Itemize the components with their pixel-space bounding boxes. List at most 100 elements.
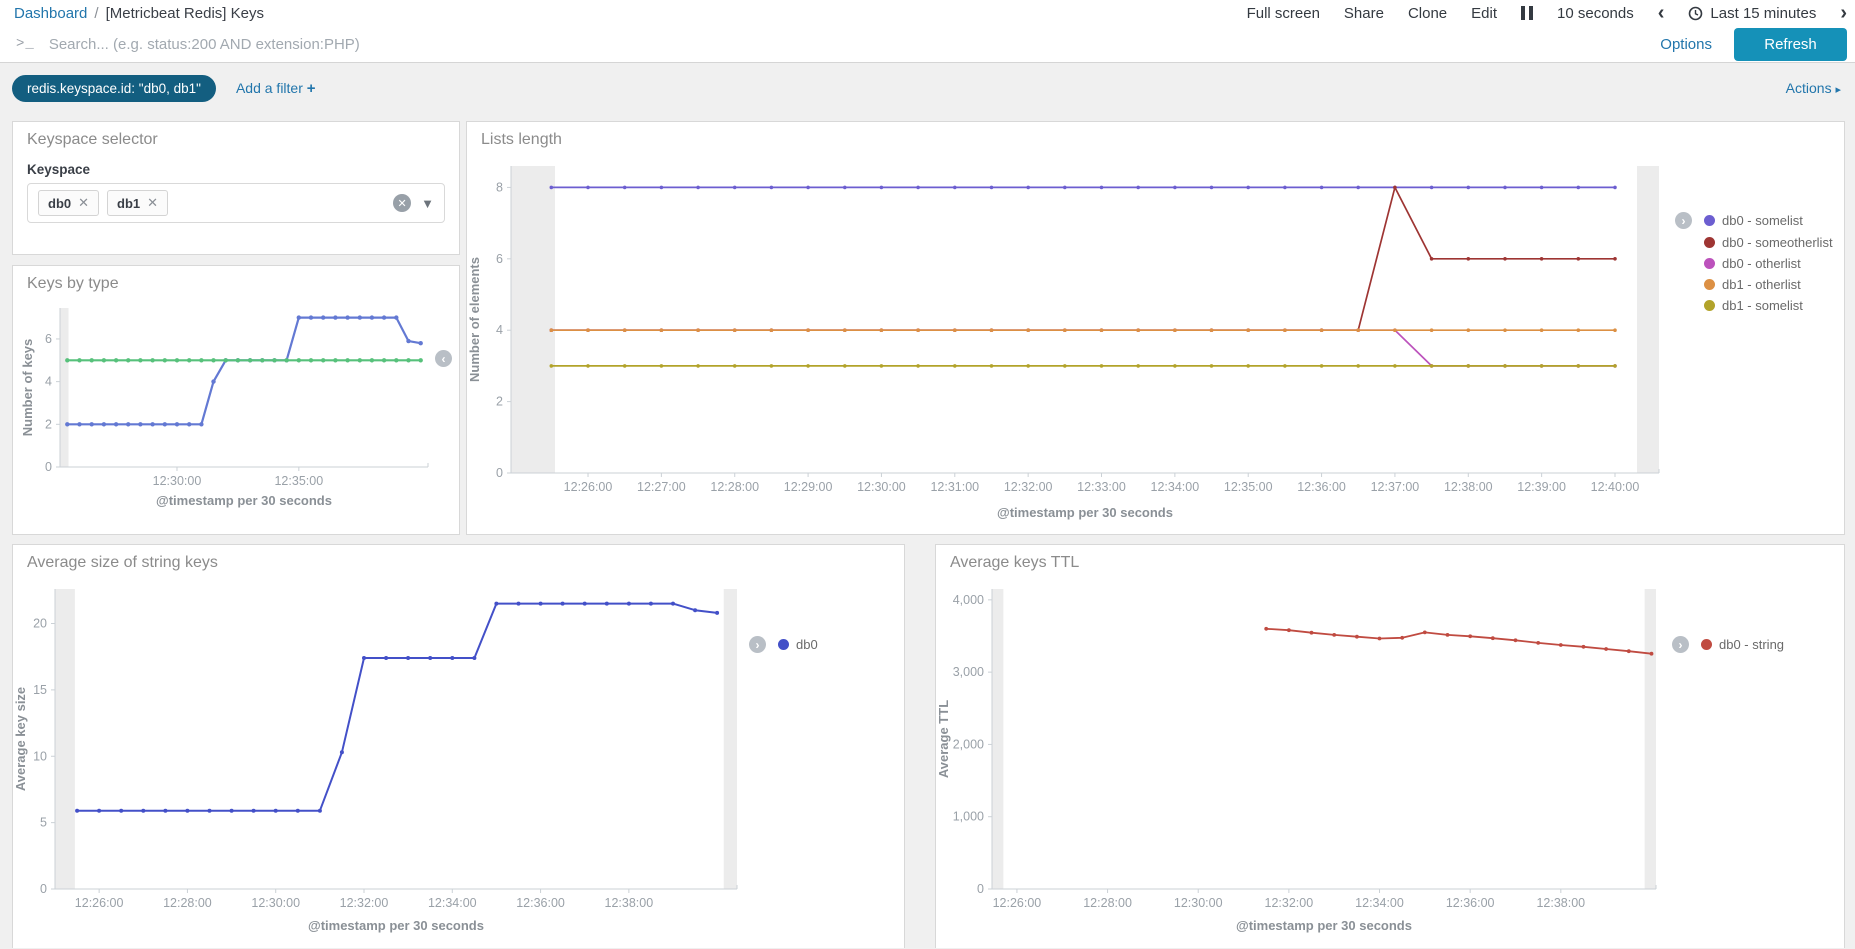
search-input[interactable] [48, 35, 1639, 53]
svg-text:12:32:00: 12:32:00 [340, 896, 389, 910]
svg-text:10: 10 [33, 749, 47, 763]
keyspace-tag-db1[interactable]: db1 ✕ [107, 190, 169, 216]
keys-by-type-chart: 12:30:00 12:35:00 @timestamp per 30 second… [20, 308, 429, 508]
svg-text:12:34:00: 12:34:00 [428, 896, 477, 910]
share-button[interactable]: Share [1343, 4, 1384, 22]
legend-item[interactable]: db1 - otherlist [1675, 277, 1843, 292]
keyspace-multiselect[interactable]: db0 ✕ db1 ✕ ✕ ▼ [27, 183, 445, 223]
svg-text:12:27:00: 12:27:00 [637, 480, 686, 494]
panel-title: Keyspace selector [27, 131, 158, 148]
svg-text:12:32:00: 12:32:00 [1265, 896, 1314, 910]
legend-item[interactable]: › db0 - string [1672, 636, 1842, 653]
svg-text:4: 4 [496, 323, 503, 337]
svg-text:4: 4 [45, 375, 52, 389]
svg-text:0: 0 [496, 466, 503, 480]
svg-text:12:36:00: 12:36:00 [1297, 480, 1346, 494]
legend-label: db0 - somelist [1722, 213, 1803, 228]
refresh-interval-button[interactable]: 10 seconds [1557, 4, 1634, 22]
legend-swatch [1704, 300, 1715, 311]
svg-text:20: 20 [33, 617, 47, 631]
time-back-icon[interactable]: ‹ [1657, 2, 1665, 24]
refresh-button[interactable]: Refresh [1734, 27, 1847, 61]
add-filter-button[interactable]: Add a filter + [235, 79, 316, 97]
average-key-size-chart: 12:26:00 12:28:00 12:30:00 12:32:00 12:34:00… [13, 589, 738, 933]
dashboard-menu: Full screen Share Clone Edit 10 seconds … [1247, 3, 1847, 23]
svg-text:12:36:00: 12:36:00 [1446, 896, 1495, 910]
breadcrumb-dashboard-link[interactable]: Dashboard [14, 4, 88, 22]
legend-collapse-icon[interactable]: › [1672, 636, 1689, 653]
full-screen-button[interactable]: Full screen [1246, 4, 1320, 22]
time-forward-icon[interactable]: › [1840, 2, 1847, 24]
svg-text:12:35:00: 12:35:00 [1224, 480, 1273, 494]
breadcrumb: Dashboard / [Metricbeat Redis] Keys [14, 5, 264, 22]
svg-text:8: 8 [496, 180, 503, 194]
legend-label: db0 - string [1719, 637, 1785, 652]
legend-swatch [1704, 237, 1715, 248]
pause-icon[interactable] [1521, 6, 1534, 20]
svg-text:Average TTL: Average TTL [936, 700, 951, 778]
svg-text:12:38:00: 12:38:00 [1536, 896, 1585, 910]
svg-text:12:29:00: 12:29:00 [784, 480, 833, 494]
legend-swatch [1704, 215, 1715, 226]
svg-text:5: 5 [40, 816, 47, 830]
caret-right-icon: ▸ [1835, 84, 1841, 96]
panel-keyspace-selector: Keyspace selector Keyspace db0 ✕ db1 ✕ ✕… [12, 121, 460, 255]
legend-toggle-area: ‹ [435, 350, 457, 367]
panel-average-keys-ttl: Average keys TTL 12:26:00 12:28:00 12:30:0… [935, 544, 1845, 948]
svg-text:15: 15 [33, 683, 47, 697]
panel-title: Lists length [481, 131, 562, 148]
svg-text:1,000: 1,000 [953, 810, 984, 824]
svg-text:2: 2 [45, 417, 52, 431]
svg-text:Number of keys: Number of keys [20, 339, 35, 437]
dashboard-grid: Keyspace selector Keyspace db0 ✕ db1 ✕ ✕… [0, 113, 1855, 948]
lists-length-chart: 12:26:00 12:27:00 12:28:00 12:29:00 12:30:00… [467, 166, 1660, 520]
svg-text:12:31:00: 12:31:00 [930, 480, 979, 494]
legend-item[interactable]: db0 - someotherlist [1675, 235, 1843, 250]
svg-text:@timestamp per 30 seconds: @timestamp per 30 seconds [156, 493, 332, 508]
time-range-label: Last 15 minutes [1710, 4, 1817, 22]
svg-text:12:32:00: 12:32:00 [1004, 480, 1053, 494]
svg-text:0: 0 [45, 460, 52, 474]
svg-text:2: 2 [496, 395, 503, 409]
svg-text:12:30:00: 12:30:00 [153, 474, 202, 488]
svg-text:12:35:00: 12:35:00 [274, 474, 323, 488]
legend-collapse-icon[interactable]: › [749, 636, 766, 653]
clear-all-icon[interactable]: ✕ [393, 194, 412, 212]
chart-legend: › db0 [749, 636, 901, 659]
breadcrumb-separator: / [94, 4, 99, 22]
chevron-down-icon[interactable]: ▼ [421, 195, 434, 211]
svg-text:12:30:00: 12:30:00 [251, 896, 300, 910]
legend-swatch [778, 639, 789, 650]
svg-text:12:33:00: 12:33:00 [1077, 480, 1126, 494]
filter-pill[interactable]: redis.keyspace.id: "db0, db1" [12, 74, 216, 102]
keyspace-tag-db0[interactable]: db0 ✕ [38, 190, 100, 216]
edit-button[interactable]: Edit [1471, 4, 1498, 22]
legend-item[interactable]: › db0 - somelist [1675, 212, 1843, 229]
panel-title: Average keys TTL [950, 554, 1080, 571]
legend-collapse-icon[interactable]: › [1675, 212, 1692, 229]
panel-lists-length: Lists length 12:26:00 12:27:00 12:28:00 12:… [466, 121, 1845, 535]
panel-keys-by-type: Keys by type 12:30:00 12:35:00 @timestamp … [12, 265, 460, 535]
legend-item[interactable]: › db0 [749, 636, 901, 653]
legend-label: db0 [796, 637, 818, 652]
svg-text:@timestamp per 30 seconds: @timestamp per 30 seconds [997, 505, 1173, 520]
remove-tag-icon[interactable]: ✕ [147, 195, 159, 210]
filter-actions-button[interactable]: Actions ▸ [1785, 80, 1841, 96]
remove-tag-icon[interactable]: ✕ [78, 195, 90, 210]
svg-text:12:26:00: 12:26:00 [564, 480, 613, 494]
svg-text:Number of elements: Number of elements [467, 257, 482, 382]
legend-swatch [1704, 258, 1715, 269]
legend-item[interactable]: db1 - somelist [1675, 298, 1843, 313]
svg-text:6: 6 [45, 332, 52, 346]
clone-button[interactable]: Clone [1407, 4, 1448, 22]
legend-expand-icon[interactable]: ‹ [435, 350, 452, 367]
svg-text:Average key size: Average key size [13, 687, 28, 791]
panel-title: Keys by type [27, 275, 119, 292]
legend-label: db1 - otherlist [1722, 277, 1801, 292]
options-button[interactable]: Options [1660, 35, 1712, 53]
svg-text:12:39:00: 12:39:00 [1517, 480, 1566, 494]
time-range-picker[interactable]: Last 15 minutes [1688, 5, 1816, 22]
legend-swatch [1704, 279, 1715, 290]
keyspace-field-label: Keyspace [27, 162, 91, 177]
legend-item[interactable]: db0 - otherlist [1675, 256, 1843, 271]
